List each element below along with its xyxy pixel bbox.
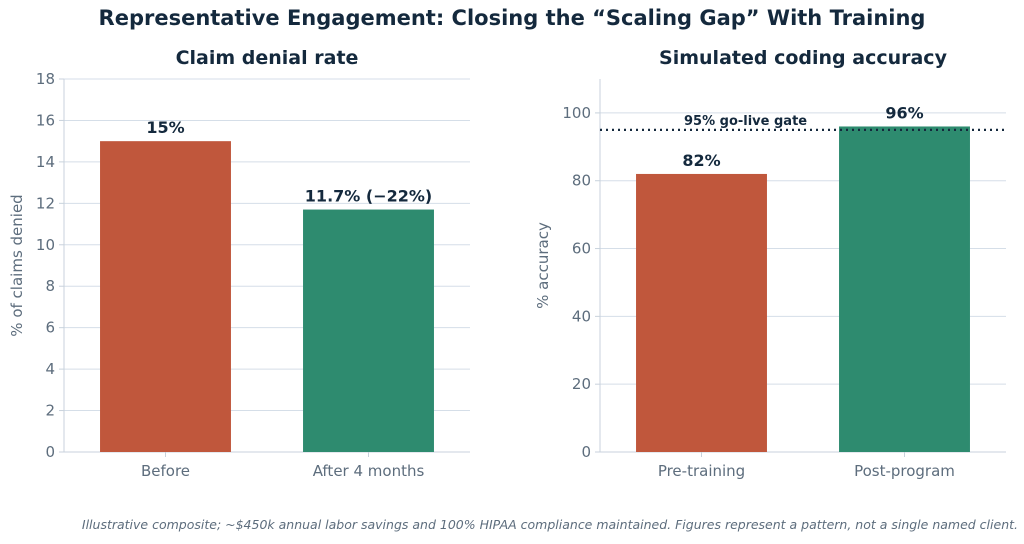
panel1-ytick-label: 12 (36, 194, 55, 212)
panel1-ytick-label: 0 (45, 443, 55, 461)
panel2-ytick-label: 100 (562, 104, 591, 122)
panel2-bar-value-label: 82% (682, 151, 720, 170)
panel1-ytick-label: 18 (36, 70, 55, 88)
panel2-bar-2 (839, 126, 970, 453)
panel1-ytick-label: 16 (36, 111, 55, 129)
panel2-xtick-label: Post-program (854, 462, 955, 480)
panel2-ytick-label: 80 (572, 172, 591, 190)
panel1-bar-value-label: 15% (146, 118, 184, 137)
panel2-reference-line-label: 95% go-live gate (684, 114, 807, 129)
panel1-ytick-label: 8 (45, 277, 55, 295)
panel1-xtick-label: Before (141, 462, 190, 480)
panel1-bar-value-label: 11.7% (−22%) (305, 187, 432, 206)
panel2-ytick-label: 60 (572, 240, 591, 258)
figure-title: Representative Engagement: Closing the “… (98, 6, 926, 30)
panel1-title: Claim denial rate (176, 47, 359, 69)
panel1-ytick-label: 14 (36, 153, 55, 171)
panel1-ytick-label: 10 (36, 236, 55, 254)
panel2-bar-value-label: 96% (885, 103, 923, 122)
panel2-bar-1 (636, 173, 767, 453)
panel1-ytick-label: 4 (45, 360, 55, 378)
panel2-ytick-label: 0 (581, 443, 591, 461)
panel1-ytick-label: 6 (45, 319, 55, 337)
panel2-ytick-label: 40 (572, 307, 591, 325)
panel1-bar-1 (100, 141, 231, 452)
panel2-title: Simulated coding accuracy (659, 47, 948, 69)
panel2-y-axis-label: % accuracy (534, 222, 552, 309)
panel2-xtick-label: Pre-training (658, 462, 745, 480)
panel1-xtick-label: After 4 months (313, 462, 425, 480)
panel1-y-axis-label: % of claims denied (8, 194, 26, 336)
panel1-ytick-label: 2 (45, 402, 55, 420)
panel2-ytick-label: 20 (572, 375, 591, 393)
footnote: Illustrative composite; ~$450k annual la… (81, 517, 1018, 532)
panel1-bar-2 (303, 209, 434, 452)
